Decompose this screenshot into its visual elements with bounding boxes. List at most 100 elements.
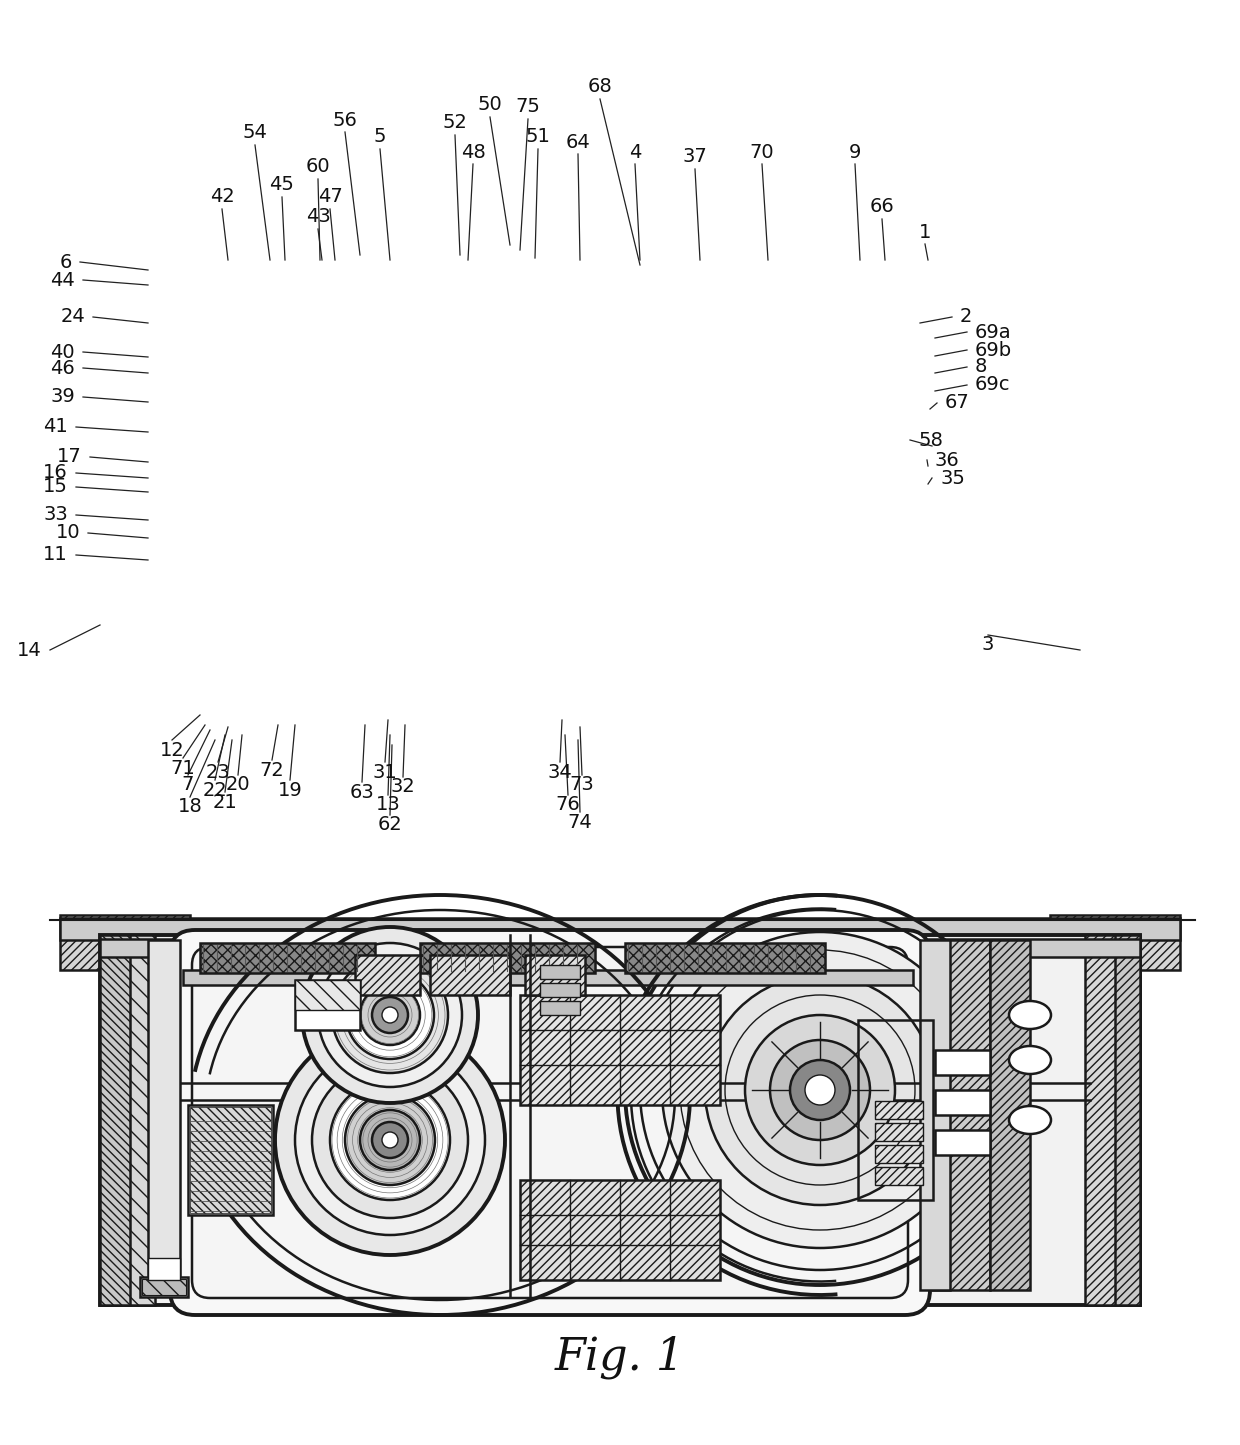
Bar xyxy=(140,1277,188,1298)
Text: 56: 56 xyxy=(332,110,357,130)
Text: 48: 48 xyxy=(460,143,485,162)
Bar xyxy=(60,915,190,970)
Text: 70: 70 xyxy=(750,143,774,162)
Text: 47: 47 xyxy=(317,188,342,207)
Bar xyxy=(625,944,825,972)
Text: 12: 12 xyxy=(160,740,185,760)
Text: 32: 32 xyxy=(391,777,415,796)
Circle shape xyxy=(345,1095,435,1185)
Text: 50: 50 xyxy=(477,95,502,114)
Bar xyxy=(1115,935,1140,1305)
Text: 10: 10 xyxy=(56,523,81,542)
Text: 75: 75 xyxy=(516,97,541,117)
Text: 62: 62 xyxy=(378,815,402,835)
Circle shape xyxy=(790,1061,849,1120)
Text: 24: 24 xyxy=(61,308,86,327)
Bar xyxy=(355,955,420,996)
Bar xyxy=(188,1105,273,1215)
Circle shape xyxy=(706,975,935,1205)
Bar xyxy=(930,941,990,1290)
Text: 14: 14 xyxy=(17,640,42,659)
Bar xyxy=(100,935,155,1305)
Text: 2: 2 xyxy=(960,308,972,327)
Bar xyxy=(100,939,1140,957)
Text: 3: 3 xyxy=(982,636,994,655)
Bar xyxy=(100,935,130,1305)
Bar xyxy=(148,1259,180,1280)
Text: 52: 52 xyxy=(443,114,467,133)
Bar xyxy=(420,944,595,972)
Text: 67: 67 xyxy=(945,393,970,412)
Text: 15: 15 xyxy=(43,477,68,497)
Text: 60: 60 xyxy=(306,158,330,176)
Text: 42: 42 xyxy=(210,188,234,207)
Circle shape xyxy=(330,1079,450,1199)
Text: 36: 36 xyxy=(935,451,960,470)
Bar xyxy=(60,918,1180,941)
Circle shape xyxy=(382,1007,398,1023)
Circle shape xyxy=(346,971,434,1059)
Text: 71: 71 xyxy=(171,759,196,777)
Bar xyxy=(295,980,360,1010)
Bar xyxy=(539,965,580,980)
Text: 69b: 69b xyxy=(975,341,1012,360)
Bar xyxy=(875,1168,923,1185)
Text: 43: 43 xyxy=(305,208,330,227)
Text: 1: 1 xyxy=(919,223,931,241)
Text: 73: 73 xyxy=(569,776,594,795)
Text: 11: 11 xyxy=(43,546,68,565)
Text: 68: 68 xyxy=(588,78,613,97)
Bar xyxy=(520,1181,720,1280)
Text: 40: 40 xyxy=(51,342,74,361)
FancyBboxPatch shape xyxy=(192,946,908,1298)
Bar xyxy=(190,1107,272,1212)
Text: 20: 20 xyxy=(226,776,250,795)
Ellipse shape xyxy=(1009,1001,1052,1029)
Circle shape xyxy=(662,932,978,1248)
Bar xyxy=(935,1130,990,1155)
Text: 33: 33 xyxy=(43,506,68,525)
Text: 34: 34 xyxy=(548,763,573,782)
Circle shape xyxy=(332,957,448,1074)
Ellipse shape xyxy=(1009,1046,1052,1074)
Text: Fig. 1: Fig. 1 xyxy=(554,1335,686,1379)
Bar xyxy=(143,1279,186,1295)
Bar xyxy=(150,941,179,1287)
Text: 58: 58 xyxy=(918,431,942,449)
Text: 54: 54 xyxy=(243,123,268,143)
Text: 7: 7 xyxy=(182,776,195,795)
Circle shape xyxy=(317,944,463,1087)
Circle shape xyxy=(770,1040,870,1140)
Bar xyxy=(520,996,720,1105)
Circle shape xyxy=(303,928,477,1103)
Text: 76: 76 xyxy=(556,796,580,815)
Text: 35: 35 xyxy=(940,468,965,487)
Bar xyxy=(858,1020,932,1199)
Text: 18: 18 xyxy=(177,798,202,816)
Bar xyxy=(990,941,1030,1290)
Bar xyxy=(920,941,950,1290)
Text: 44: 44 xyxy=(51,270,74,289)
Ellipse shape xyxy=(1009,1105,1052,1134)
Bar xyxy=(1050,915,1180,970)
Text: 66: 66 xyxy=(869,198,894,217)
Bar xyxy=(875,1123,923,1142)
Bar xyxy=(184,970,913,985)
Text: 17: 17 xyxy=(57,448,82,467)
Text: 39: 39 xyxy=(51,387,74,406)
Text: 41: 41 xyxy=(43,418,68,436)
Bar xyxy=(200,944,374,972)
Text: 16: 16 xyxy=(43,464,68,483)
Circle shape xyxy=(360,985,420,1045)
Circle shape xyxy=(805,1075,835,1105)
Bar xyxy=(295,980,360,1030)
Circle shape xyxy=(372,997,408,1033)
Text: 64: 64 xyxy=(565,133,590,152)
Text: 5: 5 xyxy=(373,127,386,146)
Text: 22: 22 xyxy=(202,780,227,799)
Circle shape xyxy=(295,1045,485,1235)
Bar xyxy=(875,1144,923,1163)
Text: 45: 45 xyxy=(269,175,294,195)
Bar xyxy=(539,1001,580,1014)
Bar xyxy=(525,955,585,996)
